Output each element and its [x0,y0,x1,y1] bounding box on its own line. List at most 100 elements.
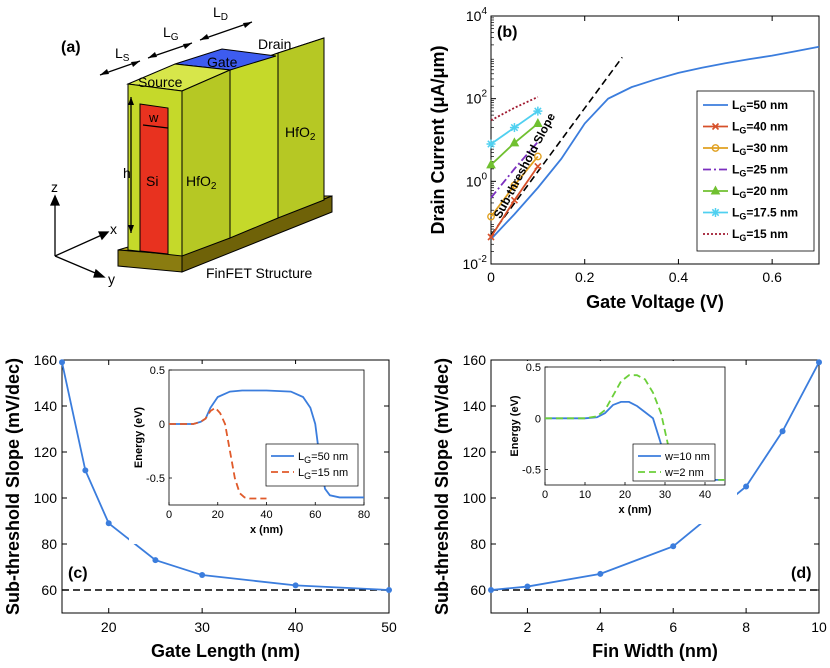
panel-label-b: (b) [497,24,517,41]
panel-label-d: (d) [791,565,811,582]
coordinate-axes [49,194,110,278]
label-drain: Drain [258,36,291,52]
series-point-d-5 [779,428,786,435]
legend-label-b-6-main: L [732,227,739,241]
inset-x-tick-label-d: 0 [542,489,548,501]
series-marker-b-2-0 [487,212,495,221]
series-point-d-0 [488,587,494,593]
x-tick-label-d: 10 [811,619,827,635]
inset-y-tick-label-c: 0.5 [150,365,165,377]
inset-x-tick-label-d: 10 [579,489,591,501]
inset-legend-label-c-1: LG=15 nm [298,467,348,481]
inset-legend-c [265,443,359,487]
series-marker-b-5-2 [533,106,543,116]
label-ls: LS [115,45,130,64]
series-point-c-6 [386,587,392,593]
series-line-b-3 [490,141,539,199]
legend-label-b-2-main: L [732,141,739,155]
legend-label-b-0-main: L [732,98,739,112]
inset-x-tick-label-d: 40 [699,489,711,501]
x-tick-label-d: 6 [669,619,677,635]
panel-label-a: (a) [61,39,81,56]
y-tick-exp-b: -2 [478,254,487,265]
legend-label-b-3-rest: =25 nm [746,163,788,177]
axis-label-x: x [110,221,117,237]
series-point-d-1 [524,583,531,590]
series-marker-b-4-0 [486,159,496,169]
series-marker-b-1-0-b [487,233,495,241]
series-point-c-2 [105,520,112,527]
series-point-c-5 [292,582,299,589]
series-line-b-6 [490,96,539,122]
y-tick-label-d: 160 [463,352,487,368]
label-gate: Gate [207,54,238,70]
legend-label-b-4: LG=20 nm [732,184,788,200]
legend-label-b-1-main: L [732,120,739,134]
series-line-b-2 [490,155,539,218]
label-h: h [123,165,131,181]
inset-x-tick-label-d: 20 [619,489,631,501]
series-point-d-3 [670,543,677,550]
y-tick-exp-b: 0 [481,171,487,182]
y-tick-label-c: 100 [34,490,58,506]
label-si: Si [146,173,158,189]
series-marker-b-5-1-ray3 [510,123,519,132]
reference-line-b [490,56,623,236]
legend-marker-b-5 [711,208,720,217]
series-marker-b-5-2-ray3 [534,107,542,115]
series-point-c-0 [59,359,65,366]
legend-label-b-6: LG=15 nm [732,227,788,243]
legend-label-b-1: LG=40 nm [732,120,788,136]
x-tick-label-b: 0 [487,269,495,285]
legend-label-b-0: LG=50 nm [732,98,788,114]
legend-marker-b-2 [711,144,720,152]
y-tick-label-c: 140 [34,398,58,414]
diagram-caption: FinFET Structure [206,265,313,281]
y-tick-label-d: 120 [463,444,487,460]
series-marker-b-4-2 [533,117,543,128]
x-tick-label-c: 40 [288,619,304,635]
inset-x-tick-label-c: 60 [309,509,321,521]
legend-marker-b-1 [711,122,720,131]
legend-label-b-4-sub: G [739,190,746,200]
y-tick-label-c: 160 [34,352,58,368]
series-marker-b-2-1 [510,181,519,190]
inset-x-tick-label-c: 80 [358,509,370,521]
axis-label-z: z [51,179,58,195]
drain-front [229,52,279,239]
y-tick-label-c: 80 [41,536,57,552]
legend-marker-b-4 [710,185,721,195]
axis-label-y: y [108,271,115,287]
series-marker-b-4-1 [509,137,520,147]
series-point-c-3 [152,557,159,564]
inset-legend-label-c-1-sub: G [304,471,311,481]
legend-label-b-6-rest: =15 nm [746,227,788,241]
y-tick-base-b: 10 [463,256,479,272]
x-tick-label-c: 20 [101,619,117,635]
y-tick-label-b: 104 [466,6,488,24]
finfet-diagram: (a) LS LG LD Gate Drain Source w h Si Hf… [49,4,333,287]
label-hfo2-right: HfO2 [285,124,316,143]
label-source: Source [138,74,183,90]
x-tick-label-c: 50 [381,619,397,635]
inset-y-tick-label-c: -0.5 [146,473,165,485]
inset-legend-label-c-0-rest: =50 nm [311,451,348,463]
legend-label-b-3-main: L [732,163,739,177]
inset-y-label-d: Energy (eV) [509,395,521,456]
legend-label-b-2: LG=30 nm [732,141,788,157]
legend-label-b-5-main: L [732,206,739,220]
inset-y-tick-label-d: 0 [535,413,541,425]
inset-series-c-1 [169,406,267,500]
inset-x-label-d: x (nm) [619,504,652,516]
y-tick-exp-b: 2 [481,89,487,100]
series-marker-b-1-2-b [534,162,542,170]
legend-marker-b-5-ray3 [711,208,720,217]
y-tick-base-b: 10 [466,91,482,107]
series-line-b-0 [490,45,820,240]
legend-label-b-2-sub: G [739,147,746,157]
legend-label-b-4-rest: =20 nm [746,184,788,198]
y-tick-base-b: 10 [466,8,482,24]
inset-legend-label-d-0: w=10 nm [664,451,710,463]
